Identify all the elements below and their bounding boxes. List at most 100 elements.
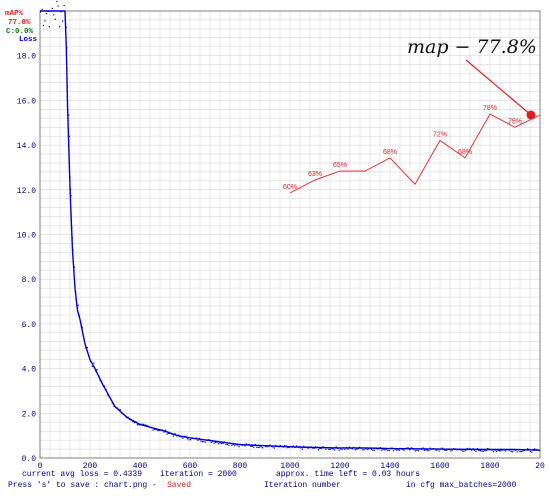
loss-point [147,425,149,427]
loss-point [124,415,126,417]
loss-point [71,227,73,229]
loss-point [41,8,43,10]
loss-point [297,446,299,448]
loss-point [463,450,465,452]
loss-point [81,327,83,329]
loss-point [132,421,134,423]
loss-point [172,435,174,437]
x-tick-label: 20 [535,462,545,471]
loss-point [485,450,487,452]
loss-point [70,188,72,190]
map-data-label: 65% [333,162,347,169]
loss-point [347,448,349,450]
loss-point [54,18,56,20]
loss-point [398,449,400,451]
loss-point [75,291,77,293]
loss-point [535,448,537,451]
loss-point [379,447,381,449]
loss-point [362,449,364,451]
x-tick-label: 1600 [430,462,449,471]
loss-point [104,385,106,387]
loss-point [225,443,227,445]
loss-point [180,436,182,438]
loss-point [351,448,353,450]
map-series: 60% 63% 65% 68% 72% 68% 78% 75% [283,105,541,194]
loss-point [323,447,325,449]
loss-point [292,445,295,447]
loss-point [222,442,224,445]
loss-point [416,449,418,451]
loss-point [219,442,221,444]
loss-point [141,423,143,425]
x-tick-label: 1400 [380,462,399,471]
loss-point [73,266,75,268]
loss-point [319,448,321,450]
loss-point [247,444,249,446]
status-max-batches: in cfg max_batches=2000 [406,481,517,490]
loss-point [532,448,534,450]
loss-point [163,431,165,433]
loss-point [44,20,46,22]
loss-point [445,449,448,451]
loss-point [406,447,408,449]
loss-point [250,445,252,447]
loss-point [91,365,93,367]
loss-point [70,195,72,197]
loss-point [388,449,390,451]
loss-point [231,444,233,446]
loss-point [175,435,178,437]
loss-point [450,450,452,452]
loss-point [492,451,495,453]
loss-point [367,448,370,450]
loss-point [168,432,170,434]
loss-point [426,449,428,451]
loss-point [276,445,278,447]
loss-point [322,446,324,448]
loss-point [387,450,389,452]
loss-point [166,433,168,435]
loss-point [460,449,462,451]
loss-point [444,449,446,451]
loss-point [515,449,517,451]
loss-point [256,446,258,448]
loss-point [401,448,403,450]
loss-point [188,439,190,441]
loss-point [344,448,346,450]
loss-point [210,441,212,443]
loss-point [520,451,523,453]
loss-point [363,449,365,451]
loss-point [473,449,475,451]
loss-point [146,424,148,427]
loss-point [472,448,474,450]
loss-point [254,444,256,446]
loss-point [537,449,539,451]
loss-point [244,445,246,447]
loss-point [481,450,483,452]
loss-point [179,435,181,437]
loss-point [241,444,243,446]
loss-point [417,450,420,452]
loss-point [525,449,527,451]
loss-point [135,421,137,423]
loss-point [69,176,71,178]
loss-point [76,303,78,305]
loss-point [235,444,237,446]
loss-point [186,438,189,440]
x-tick-label: 1200 [330,462,349,471]
loss-point [198,438,200,440]
loss-point [206,439,208,442]
map-data-label: 78% [483,105,497,112]
loss-point [522,450,524,452]
loss-point [203,441,205,443]
loss-point [331,447,333,449]
status-save-hint: Press 's' to save : chart.png - [8,481,157,490]
grid [39,10,541,459]
loss-point [116,407,118,409]
loss-point [226,443,228,446]
legend-map-value: 77.8% [8,19,31,27]
loss-point [143,423,145,425]
loss-point [207,439,209,441]
loss-point [291,445,293,448]
loss-point [507,449,509,451]
